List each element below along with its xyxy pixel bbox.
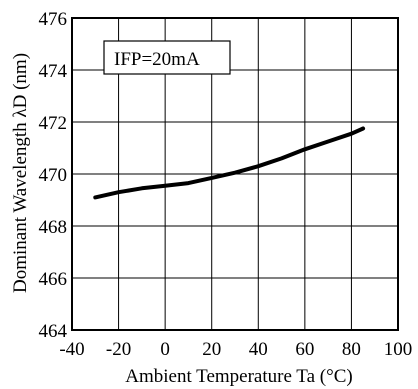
tick-labels: -40 -20 0 20 40 60 80 100 464 466 468 470 472 474 476	[39, 9, 413, 360]
x-tick-label: 60	[295, 339, 314, 360]
x-tick-label: 20	[202, 339, 221, 360]
series-group	[93, 126, 366, 200]
y-tick-label: 474	[39, 61, 68, 82]
legend-annotation: IFP=20mA	[114, 49, 200, 70]
x-tick-label: 100	[384, 339, 413, 360]
x-tick-label: 0	[160, 339, 170, 360]
y-tick-label: 470	[39, 165, 68, 186]
x-tick-label: -20	[106, 339, 131, 360]
series-line	[93, 126, 366, 200]
x-tick-label: 40	[249, 339, 268, 360]
x-tick-label: 80	[342, 339, 361, 360]
y-tick-label: 468	[39, 217, 68, 238]
legend-box: IFP=20mA	[103, 40, 231, 75]
y-tick-label: 476	[39, 9, 68, 30]
y-tick-label: 466	[39, 269, 68, 290]
y-axis-title: Dominant Wavelength λD (nm)	[10, 53, 31, 293]
plot-frame	[71, 17, 399, 331]
y-tick-label: 464	[39, 321, 68, 342]
x-axis-title: Ambient Temperature Ta (°C)	[125, 366, 352, 387]
y-tick-label: 472	[39, 113, 68, 134]
x-tick-label: -40	[59, 339, 84, 360]
